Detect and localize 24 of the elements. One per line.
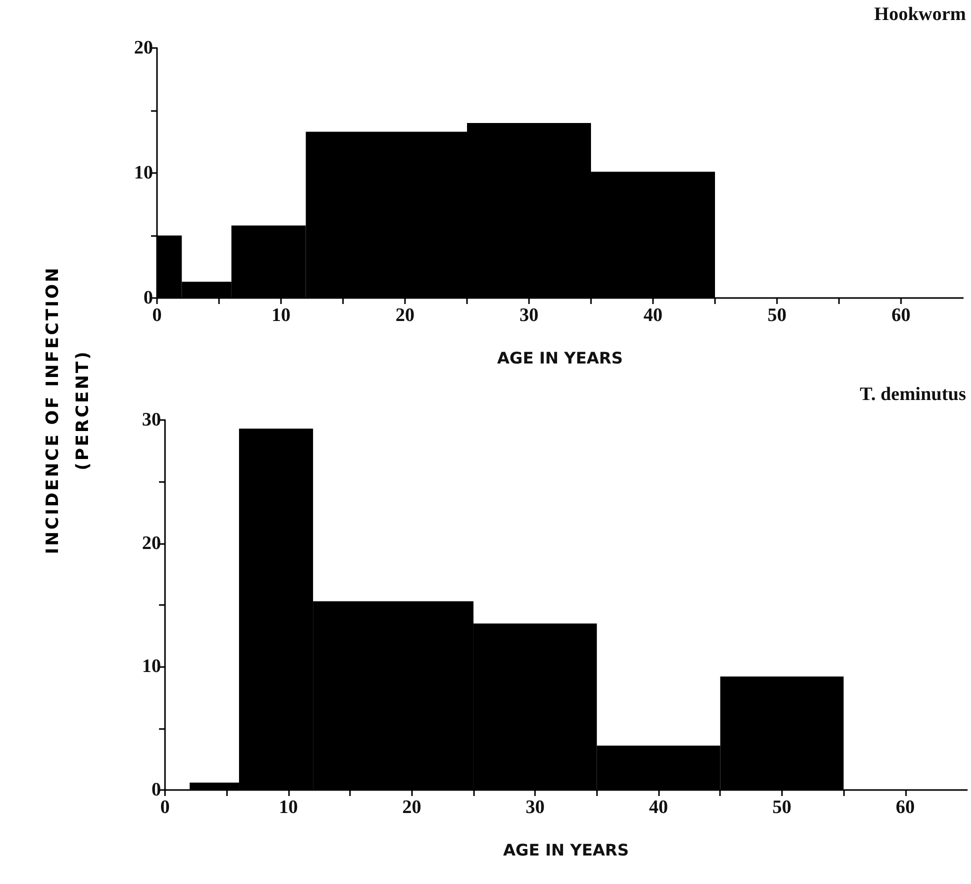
x-tick-label: 30: [520, 305, 538, 326]
x-tick-label: 10: [278, 797, 298, 818]
x-tick-label: 30: [526, 797, 545, 818]
y-tick-label: 0: [152, 780, 161, 800]
x-tick-label: 20: [402, 797, 422, 818]
chart-title: Hookworm: [874, 4, 966, 25]
x-tick-label: 50: [772, 797, 792, 818]
x-tick-label: 40: [644, 305, 662, 326]
x-tick-label: 50: [768, 305, 786, 326]
x-tick-label: 40: [649, 797, 668, 818]
x-axis-title: AGE IN YEARS: [503, 840, 629, 860]
x-tick-label: 20: [396, 305, 414, 326]
y-tick-label: 10: [134, 162, 153, 184]
y-tick-label: 20: [142, 532, 161, 554]
y-tick-label: 10: [142, 656, 161, 678]
x-tick-label: 60: [896, 797, 915, 818]
chart-title: T. deminutus: [860, 384, 966, 405]
y-tick-label: 20: [134, 38, 153, 58]
y-tick-label: 0: [144, 288, 153, 308]
y-axis-title: INCIDENCE OF INFECTION (PERCENT): [42, 266, 94, 554]
x-tick-label: 60: [892, 305, 910, 326]
x-tick-label: 10: [272, 305, 290, 326]
x-axis-title: AGE IN YEARS: [497, 348, 623, 368]
y-tick-label: 30: [142, 410, 161, 430]
